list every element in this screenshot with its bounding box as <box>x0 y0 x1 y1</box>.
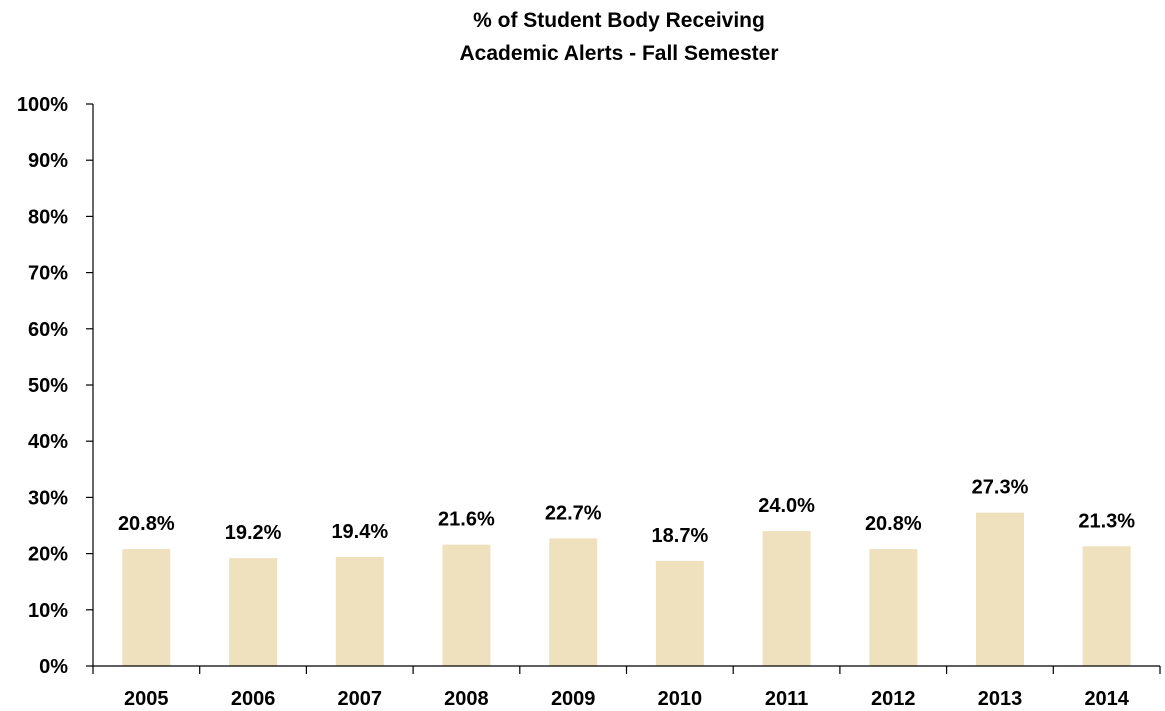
x-tick-label-2014: 2014 <box>1084 688 1129 710</box>
data-label-2008: 21.6% <box>438 509 495 531</box>
data-label-2011: 24.0% <box>758 495 815 517</box>
bars-group <box>122 512 1131 666</box>
bar-2005 <box>122 549 171 666</box>
y-tick-label-10: 100% <box>17 94 68 116</box>
chart-title-line-1: % of Student Body Receiving <box>473 9 765 32</box>
x-tick-label-2011: 2011 <box>765 688 808 710</box>
bar-2007 <box>335 557 384 666</box>
data-label-2012: 20.8% <box>865 513 922 535</box>
y-tick-label-5: 50% <box>28 375 68 397</box>
y-tick-label-8: 80% <box>28 206 68 228</box>
y-tick-label-2: 20% <box>28 544 68 566</box>
y-tick-label-0: 0% <box>39 656 68 678</box>
x-tick-label-2005: 2005 <box>124 688 169 710</box>
y-tick-label-7: 70% <box>28 263 68 285</box>
bar-2008 <box>442 544 491 666</box>
x-tick-label-2010: 2010 <box>658 688 703 710</box>
data-label-2005: 20.8% <box>118 513 175 535</box>
y-tick-label-1: 10% <box>28 600 68 622</box>
x-tick-label-2006: 2006 <box>231 688 276 710</box>
x-tick-label-2013: 2013 <box>978 688 1023 710</box>
data-label-2006: 19.2% <box>225 522 282 544</box>
x-tick-label-2007: 2007 <box>338 688 383 710</box>
bar-2009 <box>549 538 598 666</box>
x-tick-label-2009: 2009 <box>551 688 596 710</box>
bar-2013 <box>976 512 1024 666</box>
data-label-2010: 18.7% <box>652 525 709 547</box>
y-tick-label-4: 40% <box>28 431 68 453</box>
bar-2006 <box>229 558 278 666</box>
y-tick-label-9: 90% <box>28 150 68 172</box>
axes-group: 2005 2006 2007 2008 2009 2010 2011 2012 2013 2014… <box>17 94 1161 710</box>
x-tick-label-2008: 2008 <box>444 688 489 710</box>
bar-2014 <box>1082 546 1131 666</box>
x-tick-label-2012: 2012 <box>871 688 916 710</box>
data-label-2014: 21.3% <box>1078 510 1135 532</box>
data-label-2009: 22.7% <box>545 502 602 524</box>
data-label-2013: 27.3% <box>972 477 1029 499</box>
y-tick-label-3: 30% <box>28 487 68 509</box>
data-labels-group: 20.8% 19.2% 19.4% 21.6% 22.7% 18.7% 24.0% 20.8%… <box>118 477 1135 547</box>
y-tick-label-6: 60% <box>28 319 68 341</box>
bar-2011 <box>762 531 811 666</box>
chart-title-line-2: Academic Alerts - Fall Semester <box>459 42 778 65</box>
bar-2012 <box>869 549 918 666</box>
data-label-2007: 19.4% <box>331 521 388 543</box>
bar-2010 <box>655 560 704 666</box>
